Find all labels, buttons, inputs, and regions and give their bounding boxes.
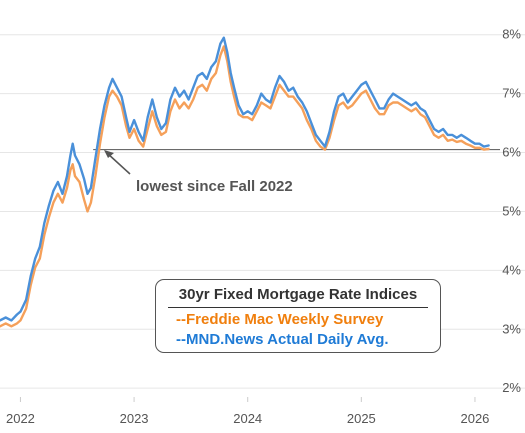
y-tick-label: 4% — [502, 262, 521, 277]
series-line-mnd — [0, 36, 490, 322]
x-tick-label: 2023 — [120, 411, 149, 426]
y-tick-label: 3% — [502, 321, 521, 336]
legend-item-mnd: --MND.News Actual Daily Avg. — [176, 331, 389, 348]
legend-title: 30yr Fixed Mortgage Rate Indices — [178, 286, 418, 303]
x-tick-label: 2024 — [233, 411, 262, 426]
y-tick-label: 2% — [502, 380, 521, 395]
y-tick-label: 6% — [502, 145, 521, 160]
x-tick-label: 2025 — [347, 411, 376, 426]
y-tick-label: 8% — [502, 27, 521, 42]
annotation-arrow — [106, 152, 131, 175]
annotation-group: lowest since Fall 2022 — [104, 150, 293, 195]
y-tick-labels: 2% 3% 4% 5% 6% 7% 8% — [502, 27, 521, 395]
legend: 30yr Fixed Mortgage Rate Indices --Fredd… — [155, 279, 441, 353]
y-tick-label: 7% — [502, 86, 521, 101]
legend-item-freddie-mac: --Freddie Mac Weekly Survey — [176, 311, 384, 328]
annotation-arrowhead — [104, 150, 114, 158]
x-tick-label: 2026 — [460, 411, 489, 426]
series-lines — [0, 36, 490, 328]
series-line-freddie-mac — [0, 45, 490, 328]
y-tick-label: 5% — [502, 203, 521, 218]
x-tick-labels: 2022 2023 2024 2025 2026 — [6, 411, 489, 426]
legend-divider — [168, 307, 428, 308]
annotation-text: lowest since Fall 2022 — [136, 178, 293, 195]
x-tick-label: 2022 — [6, 411, 35, 426]
